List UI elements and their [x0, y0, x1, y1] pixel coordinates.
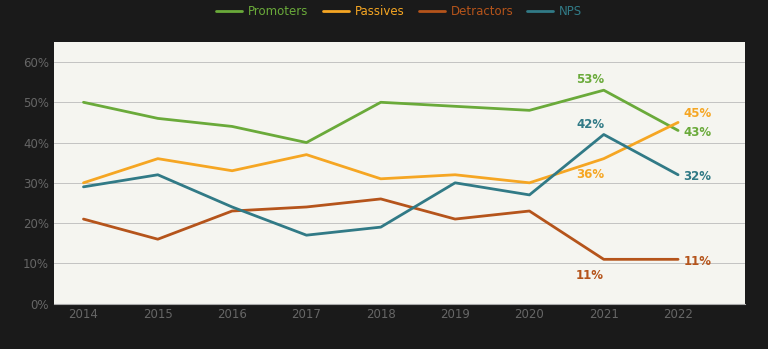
Passives — [79, 181, 88, 185]
Detractors — [302, 205, 311, 209]
Promoters — [599, 88, 608, 92]
Text: 11%: 11% — [576, 269, 604, 282]
Text: 32%: 32% — [684, 170, 712, 183]
Passives — [451, 173, 460, 177]
NPS — [153, 173, 162, 177]
NPS — [599, 132, 608, 136]
Text: 43%: 43% — [684, 126, 712, 139]
NPS — [302, 233, 311, 237]
Line: Passives: Passives — [84, 122, 678, 183]
Promoters — [525, 108, 534, 112]
Detractors — [525, 209, 534, 213]
Text: 11%: 11% — [684, 255, 712, 268]
Text: 45%: 45% — [684, 107, 712, 120]
Promoters — [227, 124, 237, 128]
Line: Detractors: Detractors — [84, 199, 678, 259]
NPS — [227, 205, 237, 209]
Text: 42%: 42% — [576, 118, 604, 131]
Passives — [227, 169, 237, 173]
NPS — [674, 173, 683, 177]
Text: 36%: 36% — [576, 168, 604, 181]
Detractors — [227, 209, 237, 213]
Passives — [599, 157, 608, 161]
Promoters — [674, 128, 683, 133]
Text: 53%: 53% — [576, 73, 604, 86]
Detractors — [674, 257, 683, 261]
Detractors — [599, 257, 608, 261]
Line: NPS: NPS — [84, 134, 678, 235]
NPS — [376, 225, 386, 229]
Passives — [376, 177, 386, 181]
Promoters — [153, 116, 162, 120]
Detractors — [79, 217, 88, 221]
Passives — [674, 120, 683, 125]
NPS — [525, 193, 534, 197]
Detractors — [153, 237, 162, 241]
NPS — [451, 181, 460, 185]
Detractors — [451, 217, 460, 221]
Legend: Promoters, Passives, Detractors, NPS: Promoters, Passives, Detractors, NPS — [212, 1, 587, 23]
Promoters — [79, 100, 88, 104]
Passives — [153, 157, 162, 161]
NPS — [79, 185, 88, 189]
Passives — [302, 153, 311, 157]
Promoters — [451, 104, 460, 109]
Passives — [525, 181, 534, 185]
Promoters — [376, 100, 386, 104]
Detractors — [376, 197, 386, 201]
Promoters — [302, 140, 311, 144]
Line: Promoters: Promoters — [84, 90, 678, 142]
